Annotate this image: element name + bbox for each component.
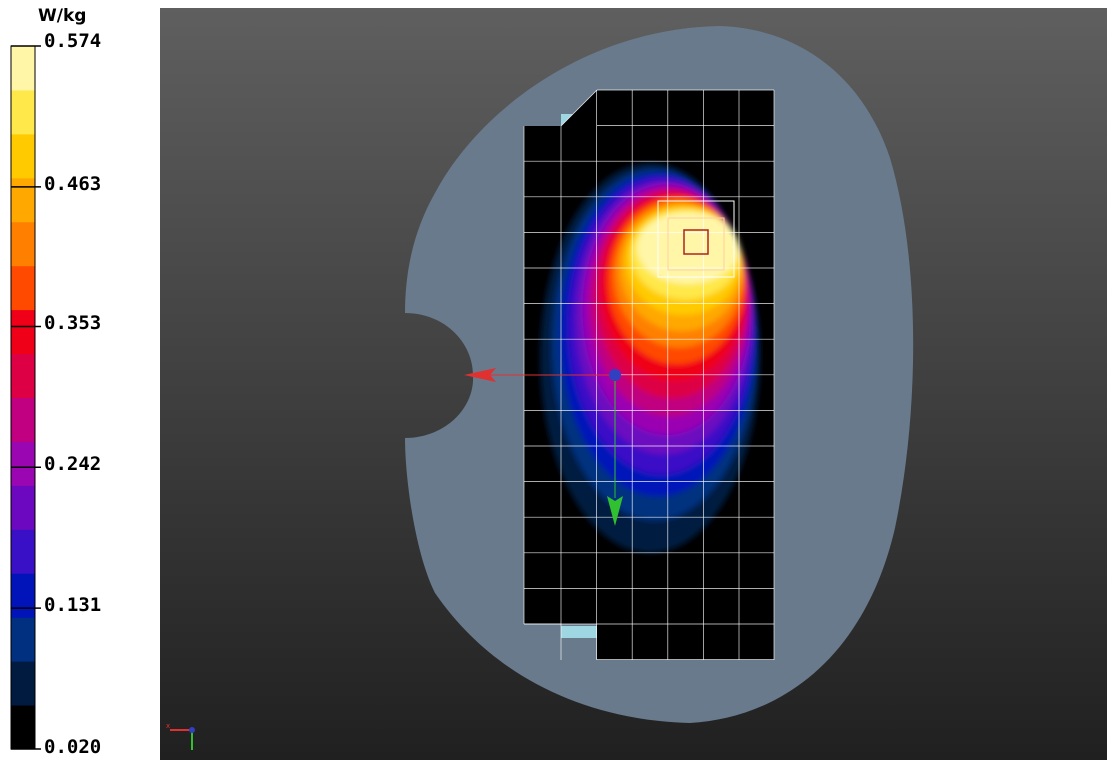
- svg-text:x: x: [166, 722, 170, 730]
- color-bar-segment: [11, 133, 35, 179]
- color-bar-segment: [11, 397, 35, 442]
- color-scale-legend: W/kg 0.574 0.463 0.353 0.242 0.131 0.020: [0, 0, 160, 760]
- legend-tick-label: 0.020: [44, 736, 102, 758]
- color-bar-segment: [11, 309, 35, 355]
- color-bar-segment: [11, 221, 35, 267]
- grid-line: [560, 89, 598, 127]
- legend-tick-label: 0.131: [44, 594, 102, 617]
- sar-contours: [540, 163, 760, 553]
- color-bar-segment: [11, 529, 35, 574]
- sar-distribution-view[interactable]: x: [160, 8, 1107, 760]
- legend-tick-label: 0.574: [44, 30, 102, 52]
- color-bar: [10, 45, 41, 750]
- color-bar-segment: [11, 661, 35, 706]
- zoom-scan-volume: [657, 200, 735, 278]
- probe-marker-bottom: [561, 626, 597, 638]
- y-axis-arrow: [607, 496, 623, 526]
- zoom-scan-inner: [667, 217, 725, 271]
- color-bar-segment: [11, 485, 35, 530]
- origin-point: [609, 369, 621, 381]
- color-bar-segment: [11, 265, 35, 311]
- peak-location-marker: [683, 229, 709, 255]
- x-axis-arrow: [464, 368, 496, 382]
- measurement-grid: [523, 89, 775, 660]
- legend-tick-label: 0.242: [44, 453, 102, 476]
- legend-tick-label: 0.463: [44, 172, 102, 195]
- color-bar-segment: [11, 441, 35, 486]
- sar-contour-level: [637, 212, 739, 284]
- color-bar-segment: [11, 46, 35, 91]
- orientation-triad: x: [166, 722, 195, 750]
- legend-tick-label: 0.353: [44, 312, 102, 335]
- color-bar-segment: [11, 177, 35, 223]
- legend-unit-label: W/kg: [38, 6, 87, 26]
- color-bar-segment: [11, 89, 35, 135]
- color-bar-segment: [11, 617, 35, 662]
- color-bar-segment: [11, 705, 35, 750]
- sar-3d-viewport[interactable]: x: [160, 8, 1107, 760]
- color-bar-segment: [11, 573, 35, 618]
- color-bar-segment: [11, 353, 35, 398]
